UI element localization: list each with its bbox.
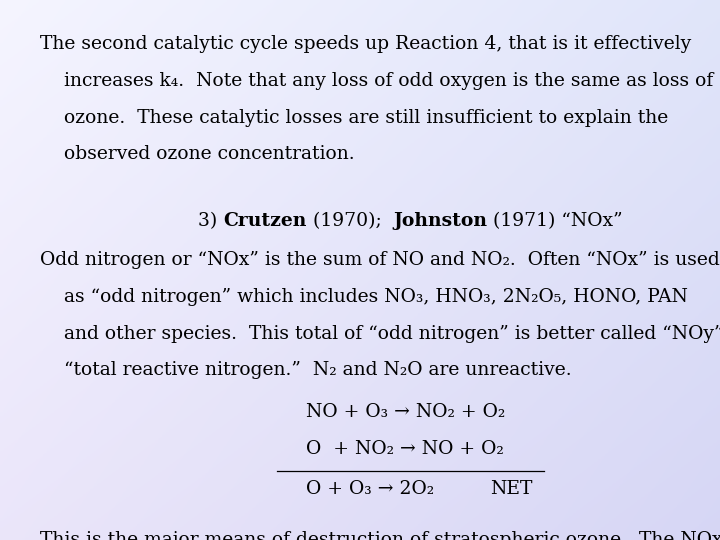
Text: (1970);: (1970); (307, 212, 393, 230)
Text: (1971) “NOx”: (1971) “NOx” (487, 212, 623, 230)
Text: increases k₄.  Note that any loss of odd oxygen is the same as loss of: increases k₄. Note that any loss of odd … (40, 72, 713, 90)
Text: Crutzen: Crutzen (223, 212, 307, 230)
Text: “total reactive nitrogen.”  N₂ and N₂O are unreactive.: “total reactive nitrogen.” N₂ and N₂O ar… (40, 361, 571, 379)
Text: The second catalytic cycle speeds up Reaction 4, that is it effectively: The second catalytic cycle speeds up Rea… (40, 35, 691, 53)
Text: O  + NO₂ → NO + O₂: O + NO₂ → NO + O₂ (306, 440, 504, 458)
Text: This is the major means of destruction of stratospheric ozone.  The NOx: This is the major means of destruction o… (40, 531, 720, 540)
Text: ozone.  These catalytic losses are still insufficient to explain the: ozone. These catalytic losses are still … (40, 109, 668, 126)
Text: 3): 3) (198, 212, 223, 230)
Text: O + O₃ → 2O₂: O + O₃ → 2O₂ (306, 481, 434, 498)
Text: as “odd nitrogen” which includes NO₃, HNO₃, 2N₂O₅, HONO, PAN: as “odd nitrogen” which includes NO₃, HN… (40, 288, 688, 306)
Text: and other species.  This total of “odd nitrogen” is better called “NOy” or: and other species. This total of “odd ni… (40, 325, 720, 342)
Text: NO + O₃ → NO₂ + O₂: NO + O₃ → NO₂ + O₂ (306, 403, 505, 421)
Text: Odd nitrogen or “NOx” is the sum of NO and NO₂.  Often “NOx” is used: Odd nitrogen or “NOx” is the sum of NO a… (40, 251, 719, 269)
Text: NET: NET (490, 481, 532, 498)
Text: observed ozone concentration.: observed ozone concentration. (40, 145, 354, 163)
Text: Johnston: Johnston (393, 212, 487, 230)
